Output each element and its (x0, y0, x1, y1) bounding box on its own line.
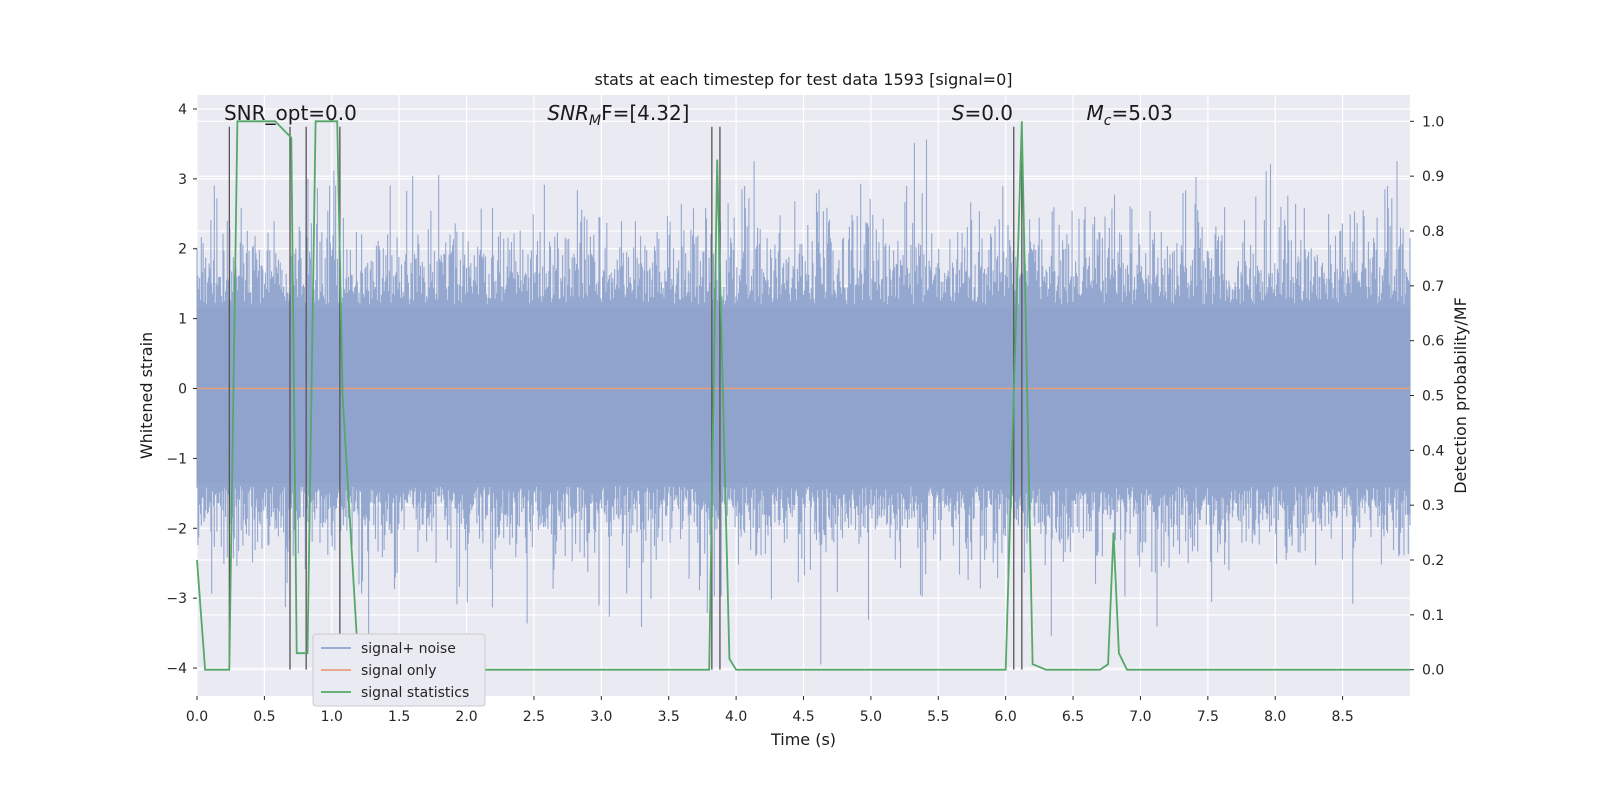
legend: signal+ noise signal only signal statistic… (312, 633, 486, 707)
x-tick-label: 4.0 (725, 709, 747, 725)
x-tick-label: 2.5 (523, 709, 545, 725)
mc-value-annotation: Mc=5.03 (1087, 101, 1173, 129)
y-left-tick-label: −3 (166, 591, 187, 607)
x-tick-label: 0.5 (253, 709, 275, 725)
x-tick-label: 3.0 (590, 709, 612, 725)
y-axis-right-label: Detection probability/MF (1451, 297, 1470, 494)
annotations: SNR_opt=0.0 SNRMF=[4.32] S=0.0 Mc=5.03 (224, 101, 1173, 129)
y-right-tick-label: 0.4 (1422, 443, 1444, 459)
y-right-tick-label: 0.2 (1422, 553, 1444, 569)
x-tick-label: 0.0 (186, 709, 208, 725)
y-left-tick-label: 4 (178, 102, 187, 118)
x-tick-label: 5.5 (927, 709, 949, 725)
x-tick-label: 6.0 (995, 709, 1017, 725)
x-tick-label: 1.5 (388, 709, 410, 725)
y-right-tick-label: 0.3 (1422, 498, 1444, 514)
y-left-tick-label: −1 (166, 451, 187, 467)
legend-box (312, 633, 486, 707)
x-tick-label: 5.0 (860, 709, 882, 725)
legend-label: signal statistics (361, 685, 469, 701)
y-left-tick-label: 2 (178, 242, 187, 258)
snr-mf-annotation: SNRMF=[4.32] (547, 101, 689, 129)
x-tick-label: 6.5 (1062, 709, 1084, 725)
y-right-tick-label: 0.8 (1422, 224, 1444, 240)
y-right-tick-label: 0.6 (1422, 334, 1444, 350)
detection-vlines (228, 126, 1023, 670)
y-left-tick-label: −2 (166, 521, 187, 537)
y-left-tick-label: 3 (178, 172, 187, 188)
y-right-tick-label: 0.9 (1422, 169, 1444, 185)
x-tick-label: 3.5 (658, 709, 680, 725)
x-tick-label: 8.5 (1331, 709, 1353, 725)
y-axis-left-label: Whitened strain (137, 332, 156, 459)
y-right-tick-label: 0.5 (1422, 389, 1444, 405)
chart-title: stats at each timestep for test data 159… (594, 70, 1012, 89)
y-left-tick-label: 0 (178, 382, 187, 398)
y-right-tick-label: 0.7 (1422, 279, 1444, 295)
y-left-tick-label: −4 (166, 661, 187, 677)
x-tick-label: 7.5 (1197, 709, 1219, 725)
x-tick-label: 1.0 (321, 709, 343, 725)
legend-label: signal only (361, 663, 436, 679)
signal-statistics-line (196, 120, 1410, 671)
x-tick-label: 2.0 (455, 709, 477, 725)
x-tick-label: 7.0 (1129, 709, 1151, 725)
snr-opt-annotation: SNR_opt=0.0 (224, 101, 357, 125)
signal-noise-series (196, 139, 1411, 665)
y-right-tick-label: 0.0 (1422, 663, 1444, 679)
y-right-tick-label: 1.0 (1422, 114, 1444, 130)
s-value-annotation: S=0.0 (952, 101, 1013, 125)
legend-label: signal+ noise (361, 641, 456, 657)
y-left-tick-label: 1 (178, 312, 187, 328)
x-tick-label: 4.5 (792, 709, 814, 725)
axes: 0.0 0.5 1.0 1.5 2.0 2.5 3.0 3.5 4.0 4.5 5.0 5.5 6.0 6… (166, 102, 1444, 725)
signal-statistics-series (196, 120, 1410, 671)
y-right-tick-label: 0.1 (1422, 608, 1444, 624)
x-tick-label: 8.0 (1264, 709, 1286, 725)
noise-core-band (197, 308, 1410, 483)
x-axis-label: Time (s) (770, 730, 836, 749)
